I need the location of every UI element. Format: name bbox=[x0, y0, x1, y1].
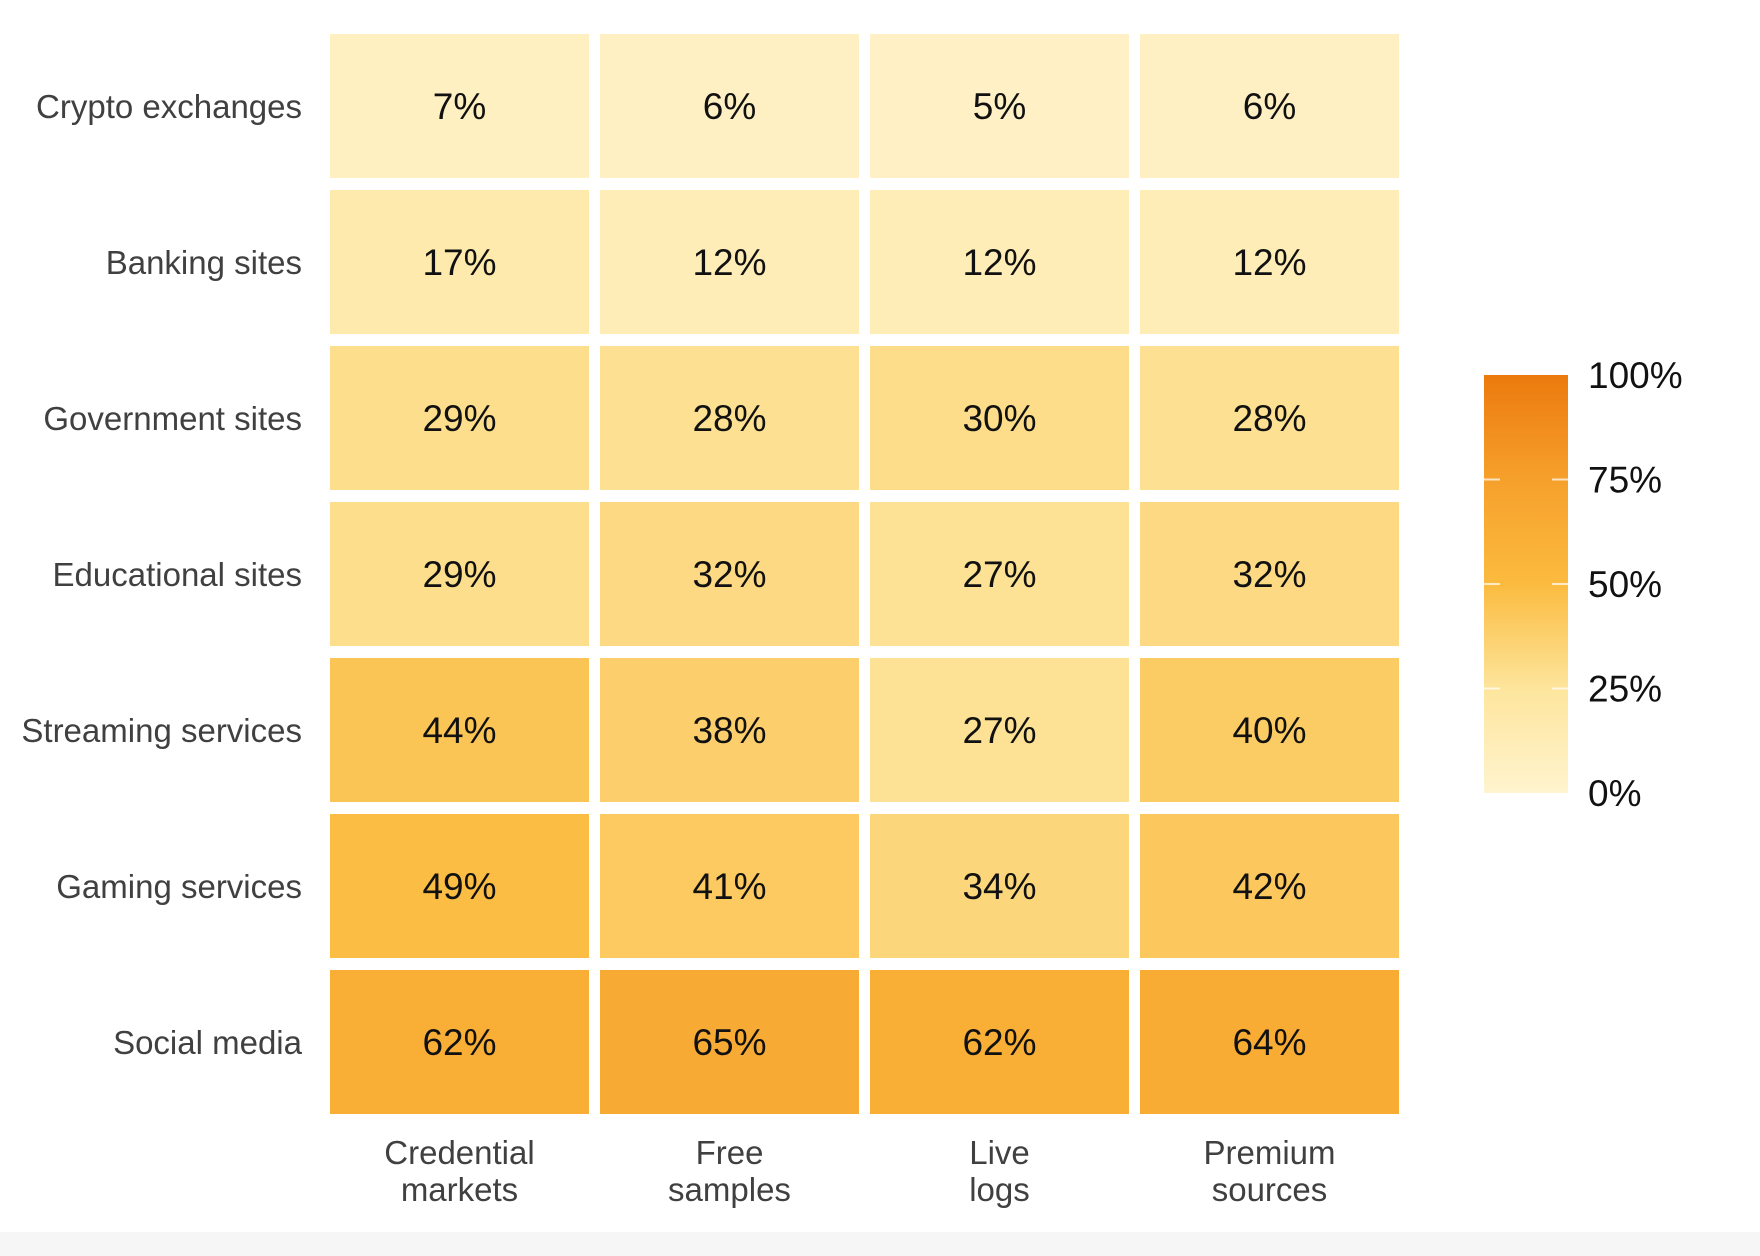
heatmap-cell bbox=[1140, 190, 1399, 334]
row-label: Gaming services bbox=[56, 868, 302, 905]
cell-value-label: 12% bbox=[1232, 242, 1306, 283]
heatmap-cell bbox=[870, 502, 1129, 646]
column-label: Credential markets bbox=[384, 1134, 534, 1208]
heatmap-cell bbox=[330, 346, 589, 490]
cell-value-label: 49% bbox=[422, 866, 496, 907]
heatmap-cell bbox=[1140, 970, 1399, 1114]
cell-value-label: 17% bbox=[422, 242, 496, 283]
heatmap-cell bbox=[870, 34, 1129, 178]
cell-value-label: 38% bbox=[692, 710, 766, 751]
column-label-line: logs bbox=[969, 1171, 1030, 1208]
colorbar-tick-label: 50% bbox=[1588, 564, 1662, 605]
cell-value-label: 5% bbox=[973, 86, 1026, 127]
cell-value-label: 42% bbox=[1232, 866, 1306, 907]
column-label: Free samples bbox=[668, 1134, 791, 1208]
heatmap-cell bbox=[870, 346, 1129, 490]
cell-value-label: 27% bbox=[962, 710, 1036, 751]
heatmap-cell bbox=[600, 814, 859, 958]
colorbar-tick-label: 0% bbox=[1588, 773, 1641, 814]
cell-value-label: 28% bbox=[692, 398, 766, 439]
column-label-line: Live bbox=[969, 1134, 1030, 1171]
column-label-line: markets bbox=[401, 1171, 518, 1208]
heatmap-cell bbox=[600, 502, 859, 646]
row-label: Educational sites bbox=[53, 556, 302, 593]
heatmap-cell bbox=[330, 190, 589, 334]
heatmap-cell bbox=[330, 658, 589, 802]
heatmap-cell bbox=[600, 34, 859, 178]
colorbar-tick-label: 75% bbox=[1588, 460, 1662, 501]
cell-value-label: 6% bbox=[703, 86, 756, 127]
heatmap-cell bbox=[870, 658, 1129, 802]
column-label-line: Free bbox=[696, 1134, 764, 1171]
heatmap-cell bbox=[870, 814, 1129, 958]
row-label: Social media bbox=[113, 1024, 303, 1061]
heatmap-cell bbox=[1140, 34, 1399, 178]
heatmap-cell bbox=[600, 658, 859, 802]
cell-value-label: 30% bbox=[962, 398, 1036, 439]
cell-value-label: 64% bbox=[1232, 1022, 1306, 1063]
row-label: Streaming services bbox=[21, 712, 302, 749]
colorbar-tick-label: 25% bbox=[1588, 669, 1662, 710]
column-label: Premium sources bbox=[1203, 1134, 1335, 1208]
heatmap-cell bbox=[870, 970, 1129, 1114]
heatmap-cell bbox=[1140, 658, 1399, 802]
cell-value-label: 12% bbox=[962, 242, 1036, 283]
row-label: Government sites bbox=[43, 400, 302, 437]
cell-value-label: 32% bbox=[1232, 554, 1306, 595]
cell-value-label: 34% bbox=[962, 866, 1036, 907]
cell-value-label: 7% bbox=[433, 86, 486, 127]
cell-value-label: 6% bbox=[1243, 86, 1296, 127]
cell-value-label: 41% bbox=[692, 866, 766, 907]
column-label-line: Premium bbox=[1203, 1134, 1335, 1171]
cell-value-label: 40% bbox=[1232, 710, 1306, 751]
column-label: Live logs bbox=[969, 1134, 1030, 1208]
heatmap-cell bbox=[330, 502, 589, 646]
column-label-line: Credential bbox=[384, 1134, 534, 1171]
cell-value-label: 28% bbox=[1232, 398, 1306, 439]
heatmap-cell bbox=[330, 34, 589, 178]
heatmap-cells bbox=[330, 34, 1399, 1114]
cell-value-label: 32% bbox=[692, 554, 766, 595]
cell-value-label: 29% bbox=[422, 398, 496, 439]
row-label: Banking sites bbox=[106, 244, 302, 281]
heatmap-cell bbox=[330, 970, 589, 1114]
row-label: Crypto exchanges bbox=[36, 88, 302, 125]
heatmap-cell bbox=[1140, 814, 1399, 958]
cell-value-label: 62% bbox=[962, 1022, 1036, 1063]
page-bottom-band bbox=[0, 1232, 1760, 1256]
heatmap-cell bbox=[600, 970, 859, 1114]
heatmap-cell bbox=[600, 190, 859, 334]
cell-value-label: 65% bbox=[692, 1022, 766, 1063]
heatmap-cell bbox=[330, 814, 589, 958]
heatmap-cell bbox=[1140, 502, 1399, 646]
heatmap-cell bbox=[600, 346, 859, 490]
colorbar-tick-label: 100% bbox=[1588, 355, 1683, 396]
heatmap-cell bbox=[870, 190, 1129, 334]
cell-value-label: 27% bbox=[962, 554, 1036, 595]
cell-value-label: 44% bbox=[422, 710, 496, 751]
cell-value-label: 29% bbox=[422, 554, 496, 595]
heatmap-cell bbox=[1140, 346, 1399, 490]
column-label-line: samples bbox=[668, 1171, 791, 1208]
column-label-line: sources bbox=[1212, 1171, 1328, 1208]
cell-value-label: 12% bbox=[692, 242, 766, 283]
cell-value-label: 62% bbox=[422, 1022, 496, 1063]
